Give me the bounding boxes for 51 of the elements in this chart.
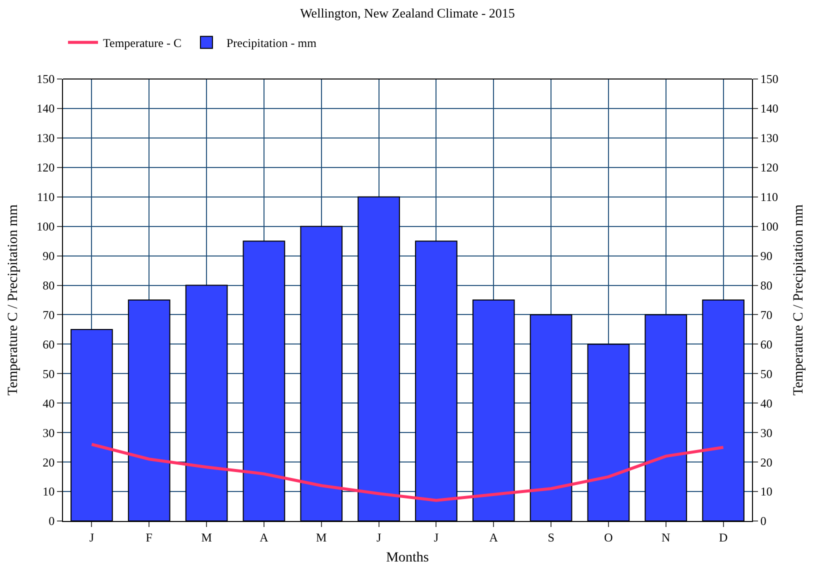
y2-tick-label: 20: [760, 455, 772, 470]
x-tick-label: M: [316, 530, 328, 544]
x-tick-label: J: [89, 530, 94, 544]
y-tick-label: 90: [42, 249, 55, 263]
x-tick-label: M: [201, 530, 212, 544]
x-tick-label: N: [662, 530, 671, 544]
y-tick-label: 130: [36, 131, 55, 146]
line-series: [90, 442, 725, 502]
y2-tick-label: 50: [760, 366, 772, 381]
y2-tick-label: 90: [760, 249, 772, 263]
y-tick-label: 100: [36, 220, 55, 234]
y-tick-label: 0: [48, 514, 55, 528]
y2-tick-label: 100: [760, 220, 778, 234]
x-tick-label: D: [718, 530, 728, 544]
y2-tick-label: 70: [760, 308, 772, 322]
x-tick-label: J: [376, 530, 382, 544]
y-tick-label: 50: [42, 366, 55, 381]
y-tick-label: 10: [42, 484, 55, 499]
x-tick-label: F: [146, 530, 153, 544]
y-tick-label: 60: [42, 337, 55, 352]
y2-axis-title: Temperature C / Precipitation mm: [792, 204, 807, 396]
x-tick-label: A: [489, 530, 498, 544]
y-tick-label: 120: [36, 160, 55, 175]
y-tick-label: 110: [37, 190, 55, 204]
y-tick-label: 40: [42, 396, 55, 410]
y-tick-label: 70: [42, 308, 55, 322]
y2-tick-label: 60: [760, 337, 772, 352]
x-tick-label: A: [260, 530, 269, 544]
x-tick-label: S: [548, 530, 554, 544]
x-axis-title: Months: [386, 550, 429, 566]
y2-tick-label: 130: [760, 131, 778, 146]
y-tick-label: 20: [42, 455, 55, 470]
y2-tick-label: 10: [760, 484, 772, 499]
legend-label: Precipitation - mm: [226, 36, 318, 50]
y2-tick-label: 40: [760, 396, 772, 410]
y-axis-title: Temperature C / Precipitation mm: [6, 204, 22, 396]
y2-tick-label: 30: [760, 426, 772, 440]
y2-tick-label: 110: [760, 190, 778, 204]
y2-tick-label: 150: [760, 72, 778, 86]
y-tick-label: 30: [42, 426, 55, 440]
y2-tick-label: 120: [760, 160, 778, 175]
y-tick-label: 140: [36, 102, 55, 116]
x-tick-label: J: [434, 530, 439, 544]
y2-tick-label: 0: [760, 514, 766, 528]
y-tick-label: 150: [36, 72, 55, 86]
y2-tick-label: 140: [760, 102, 778, 116]
y-tick-label: 80: [42, 278, 55, 292]
y2-tick-label: 80: [760, 278, 772, 292]
x-tick-label: O: [604, 530, 614, 544]
legend-label: Temperature - C: [103, 36, 182, 50]
chart-title: Wellington, New Zealand Climate - 2015: [300, 6, 515, 21]
